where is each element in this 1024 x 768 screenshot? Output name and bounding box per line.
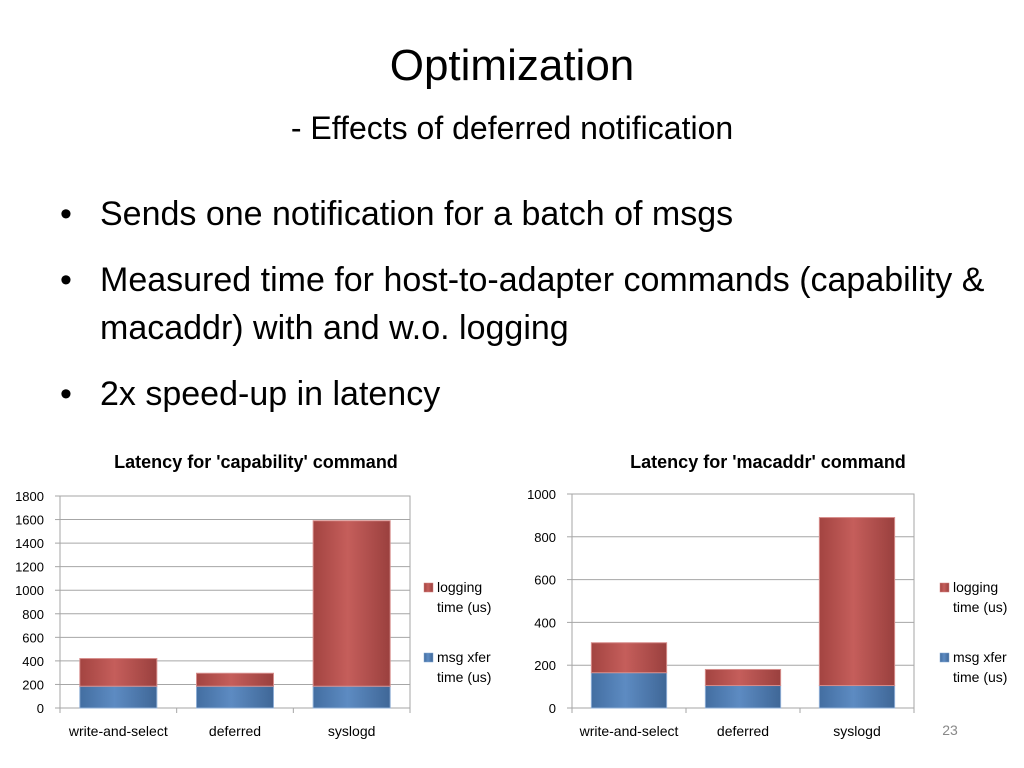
bar-segment-msg-xfer <box>196 685 274 709</box>
bar-segment-logging <box>818 517 896 687</box>
legend-swatch <box>423 582 434 593</box>
page-number: 23 <box>942 722 958 738</box>
y-tick-label: 1800 <box>15 489 44 504</box>
y-tick-label: 400 <box>534 615 556 630</box>
slide-title: Optimization <box>389 41 635 90</box>
bullet-dot-icon: • <box>60 261 72 299</box>
bar-segment-logging <box>312 520 391 687</box>
y-tick-label: 1200 <box>15 560 44 575</box>
bullet-item: • 2x speed-up in latency <box>60 370 1000 418</box>
bullet-text: Sends one notification for a batch of ms… <box>100 195 734 233</box>
bullet-dot-icon: • <box>60 195 72 233</box>
x-tick-label: deferred <box>717 723 769 739</box>
bar-segment-msg-xfer <box>818 685 896 709</box>
capability-latency-chart: Latency for 'capability' command 0 200 400 6… <box>15 452 491 739</box>
legend-swatch <box>423 652 434 663</box>
y-tick-label: 600 <box>22 630 44 645</box>
legend-swatch <box>939 582 950 593</box>
bar-segment-logging <box>590 642 668 674</box>
bar-segment-msg-xfer <box>79 685 158 709</box>
bullet-item: • Sends one notification for a batch of … <box>60 190 1000 238</box>
chart-title: Latency for 'macaddr' command <box>630 452 906 472</box>
bar-segment-msg-xfer <box>590 672 668 709</box>
legend-swatch <box>939 652 950 663</box>
y-tick-label: 0 <box>549 701 556 716</box>
bullet-item: • Measured time for host-to-adapter comm… <box>60 256 1000 352</box>
y-tick-label: 800 <box>22 607 44 622</box>
bar-segment-logging <box>196 672 274 687</box>
bar-segment-logging <box>79 658 158 687</box>
y-tick-label: 1000 <box>527 487 556 502</box>
bar-segment-msg-xfer <box>704 685 782 709</box>
bullet-text: Measured time for host-to-adapter comman… <box>100 261 985 347</box>
y-tick-label: 1000 <box>15 583 44 598</box>
x-tick-label: syslogd <box>328 723 375 739</box>
legend-label: msg xfer <box>437 649 491 665</box>
y-tick-label: 1600 <box>15 513 44 528</box>
slide-subtitle: - Effects of deferred notification <box>290 110 734 146</box>
x-tick-label: write-and-select <box>68 723 168 739</box>
bullet-list: • Sends one notification for a batch of … <box>60 190 1000 436</box>
y-tick-label: 200 <box>22 677 44 692</box>
legend-label: time (us) <box>437 599 491 615</box>
legend-label: logging <box>953 579 998 595</box>
x-tick-label: write-and-select <box>579 723 679 739</box>
y-tick-label: 400 <box>22 654 44 669</box>
legend-label: time (us) <box>437 669 491 685</box>
legend-label: time (us) <box>953 599 1007 615</box>
y-tick-label: 800 <box>534 530 556 545</box>
y-tick-label: 200 <box>534 658 556 673</box>
macaddr-latency-chart: Latency for 'macaddr' command 0 200 400 600 8… <box>527 452 1007 739</box>
x-tick-label: syslogd <box>833 723 880 739</box>
y-tick-label: 0 <box>37 701 44 716</box>
bullet-dot-icon: • <box>60 375 72 413</box>
y-tick-label: 600 <box>534 573 556 588</box>
y-tick-label: 1400 <box>15 536 44 551</box>
legend-label: msg xfer <box>953 649 1007 665</box>
bullet-text: 2x speed-up in latency <box>100 375 441 413</box>
legend-label: time (us) <box>953 669 1007 685</box>
bar-segment-msg-xfer <box>312 685 391 709</box>
legend-label: logging <box>437 579 482 595</box>
chart-title: Latency for 'capability' command <box>114 452 398 472</box>
bar-segment-logging <box>704 668 782 687</box>
x-tick-label: deferred <box>209 723 261 739</box>
